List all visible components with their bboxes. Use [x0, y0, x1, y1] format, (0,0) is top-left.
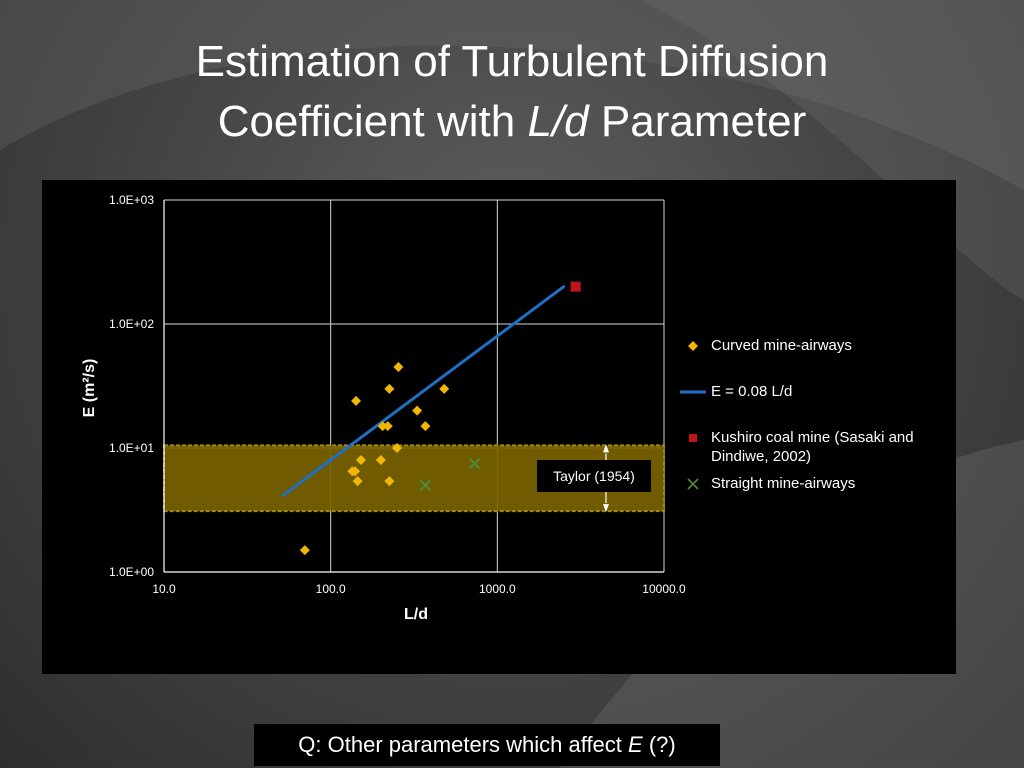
- legend-label: E = 0.08 L/d: [711, 383, 793, 400]
- x-tick-label: 10.0: [152, 582, 176, 596]
- curved-airway-point: [420, 421, 431, 432]
- legend-diamond-marker: [688, 341, 698, 351]
- question-box: Q: Other parameters which affect E (?): [254, 724, 720, 766]
- y-tick-label: 1.0E+01: [109, 441, 154, 455]
- fit-line-e-008-ld: [281, 285, 566, 497]
- taylor-arrow-head-down: [603, 504, 609, 513]
- question-suffix: (?): [642, 732, 676, 757]
- chart-panel: 10.0 100.0 1000.0 10000.0 1.0E+00 1.0E+01 1.0E…: [42, 180, 956, 674]
- curved-airway-point: [412, 405, 423, 416]
- curved-airway-point: [375, 455, 386, 466]
- straight-airway-point: [468, 457, 481, 470]
- legend-label: Straight mine-airways: [711, 475, 856, 492]
- question-e: E: [628, 732, 643, 757]
- y-tick-label: 1.0E+02: [109, 317, 154, 331]
- curved-airway-point: [384, 476, 395, 487]
- slide-title-line2-prefix: Coefficient with: [217, 97, 528, 146]
- slide-title-ld: L/d: [527, 97, 589, 146]
- taylor-arrow-head-up: [603, 444, 609, 453]
- slide-title-line2-suffix: Parameter: [588, 97, 807, 146]
- curved-airway-point: [393, 362, 404, 373]
- x-tick-label: 1000.0: [479, 582, 516, 596]
- straight-airway-point: [419, 479, 432, 492]
- curved-airway-point: [382, 421, 393, 432]
- curved-airway-point: [352, 476, 363, 487]
- legend-symbol: [688, 341, 698, 351]
- y-axis-title: E (m²/s): [81, 359, 98, 418]
- x-tick-label: 100.0: [316, 582, 346, 596]
- taylor-label: Taylor (1954): [553, 468, 635, 484]
- curved-airway-point: [299, 545, 310, 556]
- kushiro-point: [570, 281, 581, 292]
- slide-title-line1: Estimation of Turbulent Diffusion: [195, 37, 829, 86]
- legend-symbol: [689, 434, 697, 442]
- legend-label: Curved mine-airways: [711, 337, 852, 354]
- curved-airway-point: [350, 466, 361, 477]
- slide-title-line2: Coefficient with L/d Parameter: [0, 92, 1024, 152]
- question-prefix: Q: Other parameters which affect: [298, 732, 629, 757]
- taylor-label-box: [537, 460, 651, 492]
- curved-airway-point: [377, 421, 388, 432]
- x-tick-label: 10000.0: [642, 582, 686, 596]
- curved-airway-point: [391, 443, 402, 453]
- x-axis-title: L/d: [404, 606, 428, 623]
- curved-airway-point: [384, 383, 395, 394]
- curved-airway-point: [439, 383, 450, 394]
- legend-square-marker: [689, 434, 697, 442]
- legend-x-marker: [687, 478, 699, 490]
- curved-airway-point: [355, 455, 366, 466]
- slide-title: Estimation of Turbulent Diffusion Coeffi…: [0, 32, 1024, 152]
- curved-airway-point: [351, 395, 362, 406]
- y-tick-label: 1.0E+03: [109, 193, 154, 207]
- y-tick-label: 1.0E+00: [109, 565, 154, 579]
- scatter-chart: 10.0 100.0 1000.0 10000.0 1.0E+00 1.0E+01 1.0E…: [81, 193, 686, 623]
- legend-symbol: [680, 390, 706, 394]
- legend-symbol: [687, 478, 699, 490]
- legend-label: Kushiro coal mine (Sasaki and Dindiwe, 2…: [711, 429, 914, 465]
